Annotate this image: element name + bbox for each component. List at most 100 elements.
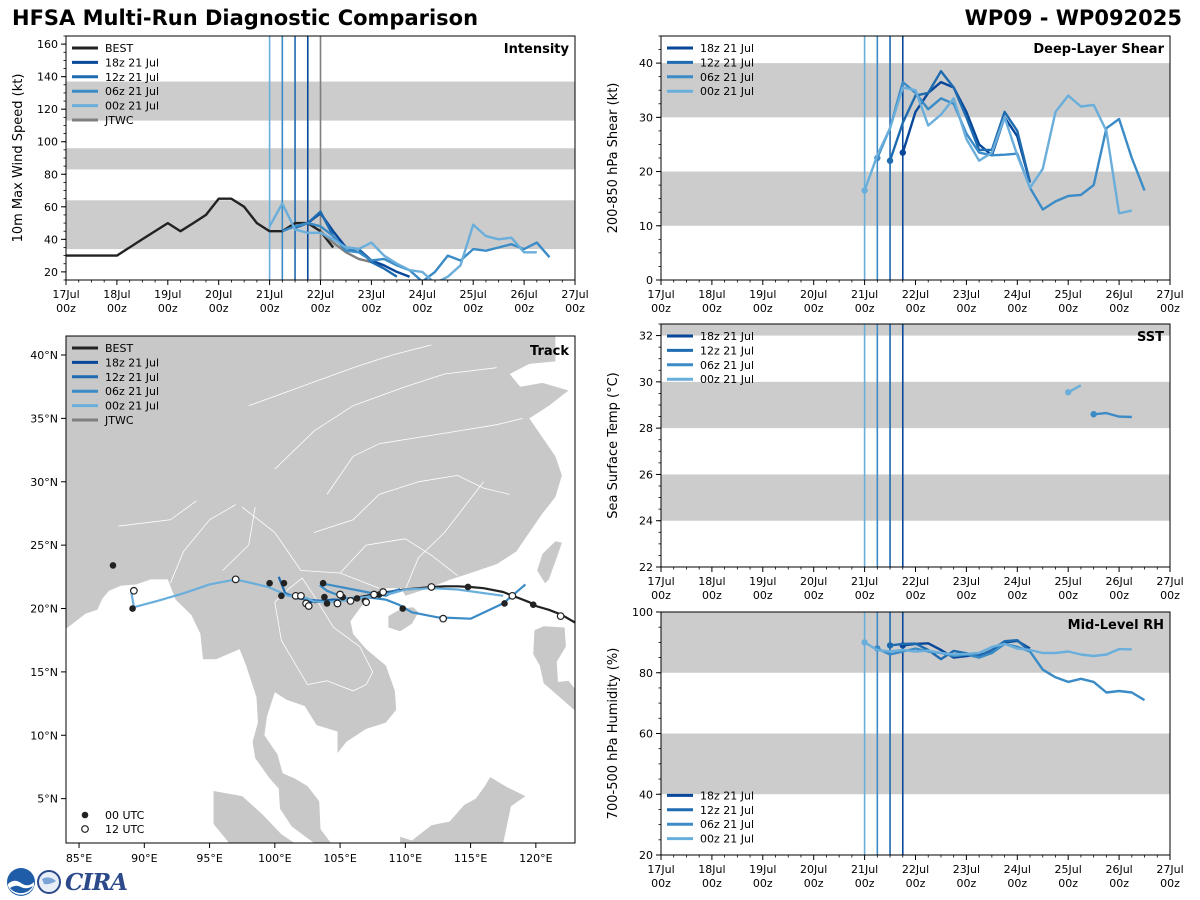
legend-label: 06z 21 Jul — [700, 359, 754, 372]
x-tick-label: 00z — [957, 302, 977, 315]
legend-label: 18z 21 Jul — [700, 789, 754, 802]
x-tick-label: 21Jul — [256, 288, 283, 301]
x-tick-label: 00z — [651, 302, 671, 315]
x-tick-label: 120°E — [519, 852, 552, 865]
x-tick-label: 21Jul — [851, 863, 878, 876]
x-tick-label: 24Jul — [409, 288, 436, 301]
x-tick-label: 00z — [1109, 589, 1129, 602]
series-line — [901, 80, 1032, 183]
x-tick-label: 18Jul — [698, 288, 725, 301]
series-line — [281, 221, 551, 280]
marker-00utc — [529, 601, 537, 609]
legend-label: 00z 21 Jul — [700, 85, 754, 98]
marker-12utc — [333, 599, 342, 608]
x-tick-label: 20Jul — [205, 288, 232, 301]
x-tick-label: 00z — [1058, 589, 1078, 602]
y-tick-label: 15°N — [30, 666, 58, 679]
x-tick-label: 27Jul — [561, 288, 588, 301]
marker-12utc — [129, 586, 138, 595]
x-tick-label: 19Jul — [154, 288, 181, 301]
border-line — [170, 504, 236, 584]
cira-logo: CIRA — [6, 867, 128, 897]
border-line — [222, 507, 256, 571]
x-tick-label: 00z — [753, 877, 773, 890]
panel-title: Intensity — [504, 42, 570, 57]
y-tick-label: 100 — [632, 606, 653, 619]
marker-00utc — [278, 592, 285, 600]
y-axis-label: 700-500 hPa Humidity (%) — [606, 648, 621, 820]
border-line — [241, 506, 380, 589]
marker-legend-label: 00 UTC — [105, 809, 145, 822]
x-tick-label: 00z — [107, 302, 127, 315]
marker-12utc — [427, 583, 436, 591]
marker-00utc — [280, 579, 288, 587]
x-tick-label: 23Jul — [358, 288, 385, 301]
shaded-band — [661, 612, 1170, 673]
land-mass — [537, 541, 562, 584]
border-line — [339, 538, 458, 576]
x-tick-label: 85°E — [66, 852, 92, 865]
x-tick-label: 23Jul — [953, 575, 980, 588]
x-tick-label: 17Jul — [52, 288, 79, 301]
x-tick-label: 18Jul — [698, 863, 725, 876]
x-tick-label: 00z — [702, 302, 722, 315]
y-tick-label: 40°N — [30, 349, 58, 362]
series-start-point — [1090, 411, 1097, 418]
sst-plot-area — [661, 324, 1170, 567]
y-tick-label: 60 — [44, 201, 58, 214]
x-tick-label: 00z — [362, 302, 382, 315]
border-line — [118, 500, 197, 527]
x-tick-label: 00z — [804, 589, 824, 602]
series-line — [863, 86, 1133, 215]
x-tick-label: 24Jul — [1004, 863, 1031, 876]
x-tick-label: 17Jul — [647, 288, 674, 301]
y-tick-label: 30 — [639, 376, 653, 389]
series-line — [863, 641, 1132, 658]
y-tick-label: 22 — [639, 561, 653, 574]
x-tick-label: 18Jul — [103, 288, 130, 301]
plot-frame — [65, 335, 576, 844]
y-tick-label: 26 — [639, 468, 653, 481]
y-tick-label: 80 — [44, 168, 58, 181]
y-tick-label: 80 — [639, 667, 653, 680]
marker-12utc — [379, 588, 388, 596]
x-tick-label: 00z — [1007, 877, 1027, 890]
series-start-point — [899, 149, 906, 156]
x-tick-label: 23Jul — [953, 863, 980, 876]
x-tick-label: 00z — [1007, 302, 1027, 315]
border-line — [248, 344, 432, 407]
panel-title: Deep-Layer Shear — [1033, 42, 1164, 57]
page-title: HFSA Multi-Run Diagnostic Comparison — [12, 6, 479, 30]
marker-00utc — [321, 593, 328, 601]
x-tick-label: 00z — [514, 302, 534, 315]
legend-label: JTWC — [104, 114, 134, 127]
sst-chart: 22242628303217Jul00z18Jul00z19Jul00z20Ju… — [606, 323, 1184, 602]
legend-label: 06z 21 Jul — [105, 85, 159, 98]
x-tick-label: 00z — [906, 877, 926, 890]
x-tick-label: 00z — [311, 302, 331, 315]
x-tick-label: 26Jul — [510, 288, 537, 301]
x-tick-label: 22Jul — [902, 575, 929, 588]
y-tick-label: 100 — [37, 136, 58, 149]
x-tick-label: 00z — [702, 589, 722, 602]
land-mass — [533, 626, 575, 711]
panel-title: Track — [530, 344, 569, 359]
legend-label: BEST — [105, 342, 133, 355]
y-tick-label: 28 — [639, 422, 653, 435]
x-tick-label: 00z — [565, 302, 585, 315]
x-tick-label: 00z — [1007, 589, 1027, 602]
x-tick-label: 19Jul — [749, 288, 776, 301]
series-line — [876, 80, 1146, 211]
marker-12utc — [556, 612, 565, 621]
x-tick-label: 27Jul — [1156, 863, 1183, 876]
marker-12utc — [336, 590, 344, 599]
x-tick-label: 00z — [1058, 302, 1078, 315]
x-tick-label: 00z — [1058, 877, 1078, 890]
x-tick-label: 00z — [804, 302, 824, 315]
legend-label: 18z 21 Jul — [105, 356, 159, 369]
rh-chart: 2040608010017Jul00z18Jul00z19Jul00z20Jul… — [606, 606, 1184, 890]
x-tick-label: 00z — [651, 589, 671, 602]
panel-title: SST — [1137, 330, 1164, 345]
rh-plot-area — [661, 612, 1170, 855]
marker-12utc — [231, 575, 240, 584]
